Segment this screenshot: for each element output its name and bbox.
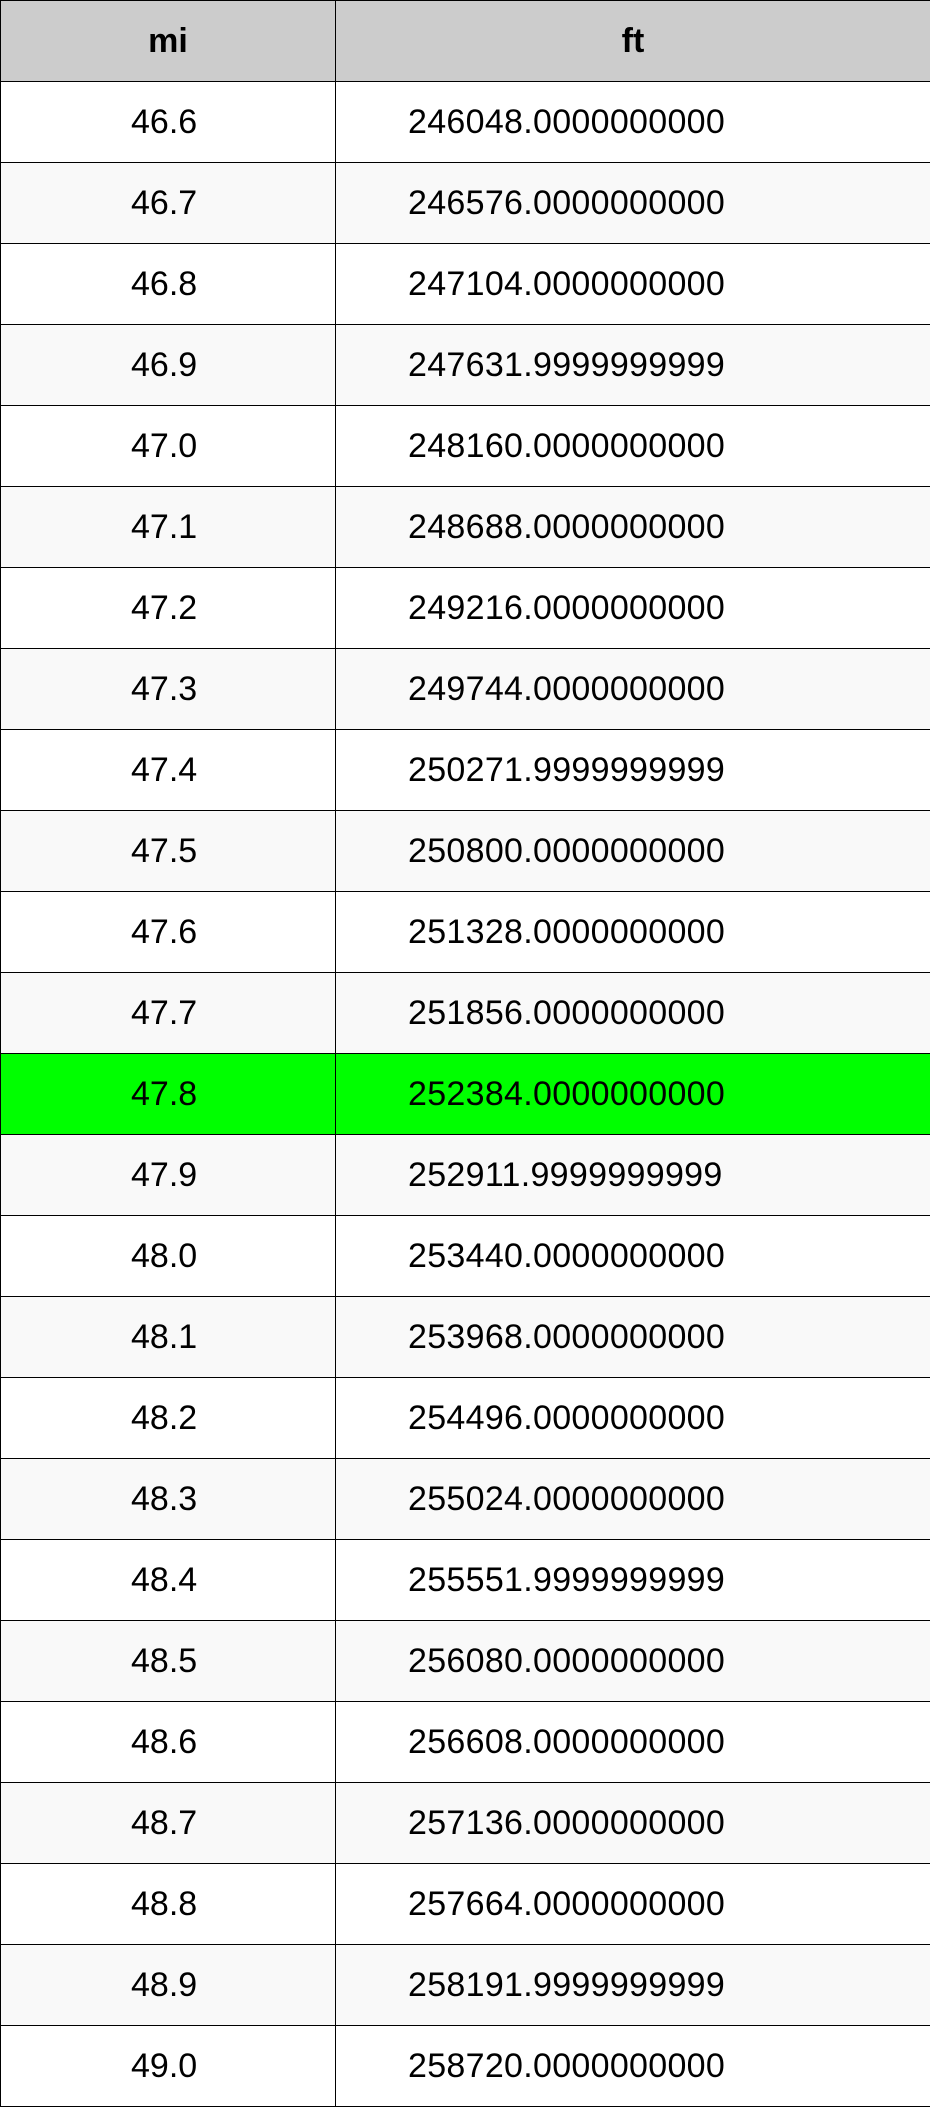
cell-mi: 49.0: [1, 2026, 336, 2107]
cell-mi: 48.3: [1, 1459, 336, 1540]
cell-ft: 257136.0000000000: [336, 1783, 930, 1864]
cell-mi: 48.4: [1, 1540, 336, 1621]
cell-ft: 258191.9999999999: [336, 1945, 930, 2026]
cell-mi: 46.6: [1, 82, 336, 163]
header-ft: ft: [336, 1, 930, 82]
table-row: 47.0248160.0000000000: [1, 406, 930, 487]
cell-ft: 255024.0000000000: [336, 1459, 930, 1540]
table-row: 48.2254496.0000000000: [1, 1378, 930, 1459]
cell-mi: 47.0: [1, 406, 336, 487]
cell-ft: 247104.0000000000: [336, 244, 930, 325]
table-row: 46.6246048.0000000000: [1, 82, 930, 163]
table-row: 48.1253968.0000000000: [1, 1297, 930, 1378]
table-row: 48.4255551.9999999999: [1, 1540, 930, 1621]
table-row: 48.3255024.0000000000: [1, 1459, 930, 1540]
table-row: 48.6256608.0000000000: [1, 1702, 930, 1783]
conversion-table: mi ft 46.6246048.000000000046.7246576.00…: [0, 0, 930, 2107]
cell-mi: 48.8: [1, 1864, 336, 1945]
table-row: 48.9258191.9999999999: [1, 1945, 930, 2026]
cell-mi: 46.9: [1, 325, 336, 406]
cell-mi: 47.5: [1, 811, 336, 892]
cell-ft: 256608.0000000000: [336, 1702, 930, 1783]
cell-ft: 249216.0000000000: [336, 568, 930, 649]
table-row: 47.6251328.0000000000: [1, 892, 930, 973]
cell-mi: 48.7: [1, 1783, 336, 1864]
table-row: 49.0258720.0000000000: [1, 2026, 930, 2107]
cell-mi: 47.6: [1, 892, 336, 973]
cell-ft: 251328.0000000000: [336, 892, 930, 973]
cell-mi: 47.9: [1, 1135, 336, 1216]
cell-mi: 48.0: [1, 1216, 336, 1297]
cell-mi: 48.6: [1, 1702, 336, 1783]
cell-mi: 47.1: [1, 487, 336, 568]
cell-ft: 253968.0000000000: [336, 1297, 930, 1378]
table-header-row: mi ft: [1, 1, 930, 82]
cell-ft: 250271.9999999999: [336, 730, 930, 811]
header-mi: mi: [1, 1, 336, 82]
cell-ft: 249744.0000000000: [336, 649, 930, 730]
cell-ft: 250800.0000000000: [336, 811, 930, 892]
table-row: 48.0253440.0000000000: [1, 1216, 930, 1297]
cell-ft: 257664.0000000000: [336, 1864, 930, 1945]
cell-ft: 248688.0000000000: [336, 487, 930, 568]
table-row: 47.3249744.0000000000: [1, 649, 930, 730]
cell-ft: 246048.0000000000: [336, 82, 930, 163]
cell-mi: 48.5: [1, 1621, 336, 1702]
cell-ft: 254496.0000000000: [336, 1378, 930, 1459]
table-row: 46.7246576.0000000000: [1, 163, 930, 244]
cell-mi: 48.1: [1, 1297, 336, 1378]
cell-ft: 252911.9999999999: [336, 1135, 930, 1216]
table-row: 47.2249216.0000000000: [1, 568, 930, 649]
cell-mi: 46.7: [1, 163, 336, 244]
cell-ft: 247631.9999999999: [336, 325, 930, 406]
table-row: 48.7257136.0000000000: [1, 1783, 930, 1864]
cell-mi: 46.8: [1, 244, 336, 325]
table-row: 47.9252911.9999999999: [1, 1135, 930, 1216]
cell-ft: 253440.0000000000: [336, 1216, 930, 1297]
cell-mi: 47.2: [1, 568, 336, 649]
table-row: 48.5256080.0000000000: [1, 1621, 930, 1702]
table-row: 47.4250271.9999999999: [1, 730, 930, 811]
table-row: 46.9247631.9999999999: [1, 325, 930, 406]
cell-mi: 47.3: [1, 649, 336, 730]
cell-ft: 248160.0000000000: [336, 406, 930, 487]
cell-mi: 47.4: [1, 730, 336, 811]
table-row: 47.1248688.0000000000: [1, 487, 930, 568]
cell-ft: 256080.0000000000: [336, 1621, 930, 1702]
cell-mi: 48.9: [1, 1945, 336, 2026]
cell-ft: 246576.0000000000: [336, 163, 930, 244]
cell-mi: 48.2: [1, 1378, 336, 1459]
table-row: 47.5250800.0000000000: [1, 811, 930, 892]
table-body: 46.6246048.000000000046.7246576.00000000…: [1, 82, 930, 2107]
cell-ft: 252384.0000000000: [336, 1054, 930, 1135]
table-row: 48.8257664.0000000000: [1, 1864, 930, 1945]
cell-ft: 255551.9999999999: [336, 1540, 930, 1621]
cell-mi: 47.8: [1, 1054, 336, 1135]
table-row: 47.7251856.0000000000: [1, 973, 930, 1054]
table-row: 46.8247104.0000000000: [1, 244, 930, 325]
cell-ft: 251856.0000000000: [336, 973, 930, 1054]
cell-mi: 47.7: [1, 973, 336, 1054]
table-row: 47.8252384.0000000000: [1, 1054, 930, 1135]
cell-ft: 258720.0000000000: [336, 2026, 930, 2107]
